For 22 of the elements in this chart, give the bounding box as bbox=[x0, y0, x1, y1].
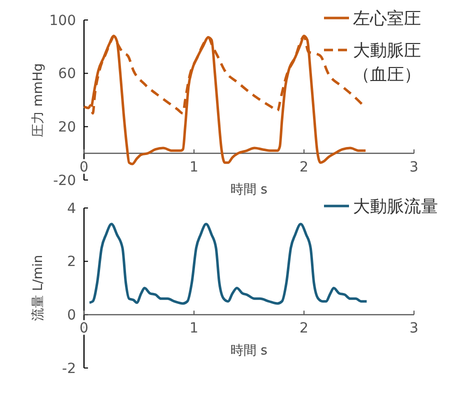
y-tick-label: 4 bbox=[67, 200, 76, 217]
x-axis-title: 時間 s bbox=[230, 182, 268, 198]
x-tick-label: 1 bbox=[190, 320, 198, 337]
line-series bbox=[88, 222, 368, 305]
x-tick-label: 3 bbox=[410, 320, 418, 337]
legend-label: 左心室圧 bbox=[353, 8, 421, 29]
y-tick-label: 20 bbox=[58, 120, 76, 136]
x-tick-label: 2 bbox=[300, 159, 308, 176]
y-axis-title: 圧力 mmHg bbox=[31, 63, 46, 137]
x-tick-label: 1 bbox=[190, 159, 198, 176]
x-axis-title: 時間 s bbox=[230, 344, 268, 359]
legend-label: 大動脈圧（血圧） bbox=[353, 40, 421, 85]
x-tick-label: 3 bbox=[410, 159, 418, 176]
y-tick-label: -20 bbox=[53, 172, 76, 189]
y-tick-label: 60 bbox=[58, 66, 76, 82]
y-tick-label: 0 bbox=[67, 308, 76, 324]
y-tick-label: 100 bbox=[49, 12, 76, 29]
y-tick-label: 2 bbox=[67, 254, 76, 270]
x-tick-label: 2 bbox=[300, 320, 308, 337]
legend-label: 大動脈流量 bbox=[353, 196, 438, 217]
y-axis-title: 流量 L/min bbox=[30, 254, 46, 322]
y-tick-label: -2 bbox=[62, 360, 76, 377]
